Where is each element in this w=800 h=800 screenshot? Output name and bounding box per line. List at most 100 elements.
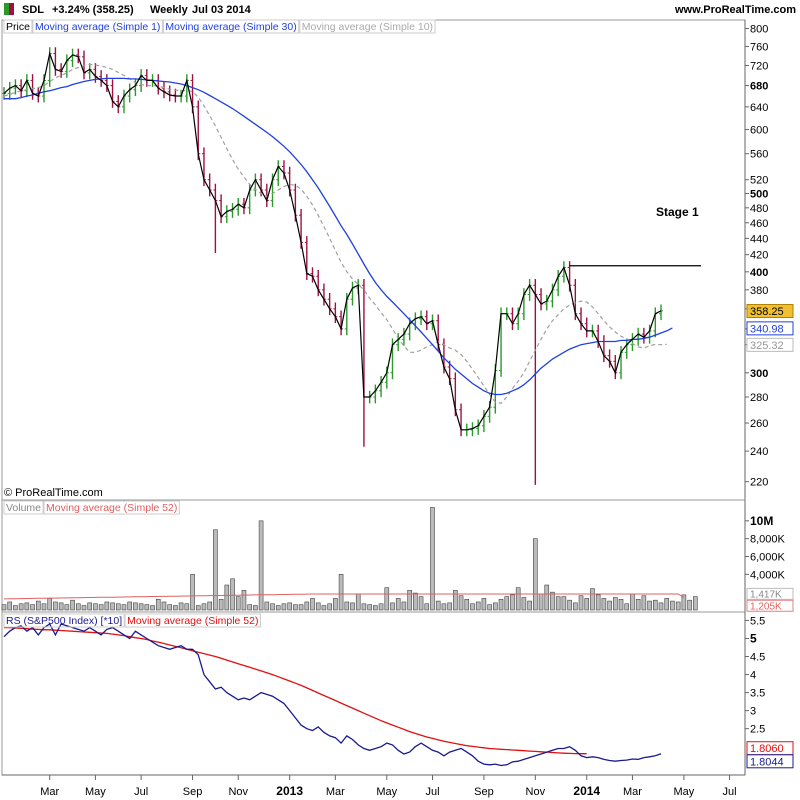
price-legend-item: Moving average (Simple 30) <box>165 21 296 33</box>
volume-legend-box <box>3 500 44 515</box>
price-y-tick-label: 260 <box>750 418 768 430</box>
price-y-tick-label: 760 <box>750 42 768 54</box>
price-y-tick-label: 400 <box>750 267 768 279</box>
price-y-tick-label: 800 <box>750 24 768 36</box>
price-y-tick-label: 680 <box>750 81 768 93</box>
volume-bar <box>24 602 30 611</box>
volume-bar <box>390 602 395 611</box>
rs-y-tick-label: 3.5 <box>750 688 765 700</box>
volume-bar <box>287 602 292 611</box>
price-y-tick-label: 640 <box>750 102 768 114</box>
volume-legend-item: Volume <box>6 502 41 514</box>
volume-bar <box>607 600 612 611</box>
volume-bar <box>647 600 652 611</box>
volume-axis-label-box <box>746 587 794 600</box>
volume-bar <box>195 605 201 611</box>
volume-legend-item: Moving average (Simple 52) <box>46 502 177 514</box>
volume-bar <box>355 593 361 611</box>
sma10-line <box>3 63 667 404</box>
volume-axis-label: 1,205K <box>750 601 782 612</box>
volume-bar <box>127 601 132 611</box>
volume-bar <box>441 603 447 611</box>
price-legend-item: Price <box>6 21 30 33</box>
chart-logo-icon <box>4 3 14 15</box>
volume-bar <box>430 507 435 611</box>
x-axis-label: Jul <box>425 786 439 798</box>
volume-bar <box>470 603 475 611</box>
price-y-tick-label: 380 <box>750 285 768 297</box>
price-y-tick-label: 720 <box>750 61 768 73</box>
volume-bar <box>18 603 24 611</box>
rs-line <box>3 623 662 767</box>
volume-y-tick-label: 10M <box>750 514 773 528</box>
volume-bar <box>464 598 470 611</box>
volume-bar <box>304 601 310 611</box>
volume-bar <box>293 604 298 611</box>
volume-bar <box>138 603 144 611</box>
volume-bar <box>87 602 92 611</box>
price-panel <box>1 19 746 501</box>
volume-bar <box>573 602 578 611</box>
stage-annotation: Stage 1 <box>656 205 699 219</box>
price-y-tick-label: 560 <box>750 149 768 161</box>
volume-bar <box>58 602 64 611</box>
volume-bar <box>658 602 664 611</box>
volume-bar <box>30 604 35 611</box>
volume-bar <box>447 602 452 611</box>
volume-bar <box>590 588 595 611</box>
x-axis-label: Jul <box>134 786 148 798</box>
volume-axis-label-box <box>746 599 794 612</box>
x-axis-label: Jul <box>723 786 737 798</box>
x-axis-label: 2013 <box>276 784 303 798</box>
volume-bar <box>550 591 555 611</box>
volume-bar <box>395 598 401 611</box>
volume-bar <box>47 598 53 611</box>
volume-bar <box>70 599 75 611</box>
volume-bar <box>281 603 287 611</box>
volume-bar <box>458 595 464 611</box>
x-axis-label: 2014 <box>573 784 600 798</box>
volume-bar <box>241 590 247 611</box>
volume-bar <box>258 520 264 611</box>
volume-bar <box>493 602 498 611</box>
volume-bar <box>184 603 190 611</box>
volume-ma-line <box>3 593 685 600</box>
price-change-label: +3.24% (358.25) <box>52 4 134 16</box>
volume-bar <box>350 602 355 611</box>
volume-bar <box>13 605 18 611</box>
x-axis-label: Mar <box>326 786 345 798</box>
rs-legend-box <box>124 613 261 628</box>
volume-legend-box <box>43 500 180 515</box>
volume-bar <box>75 603 81 611</box>
price-axis-label: 325.32 <box>750 340 784 352</box>
price-y-tick-label: 300 <box>750 368 768 380</box>
volume-bar <box>104 601 110 611</box>
volume-bar <box>384 587 390 611</box>
volume-bar <box>218 598 224 611</box>
volume-bar <box>664 598 670 611</box>
volume-bar <box>253 605 258 611</box>
volume-bar <box>435 600 441 611</box>
volume-bar <box>687 599 692 611</box>
volume-bar <box>178 602 184 611</box>
volume-bar <box>424 603 430 611</box>
x-axis-label: Mar <box>623 786 642 798</box>
volume-bar <box>230 578 235 611</box>
volume-bar <box>453 590 458 611</box>
rs-legend-item: Moving average (Simple 52) <box>127 615 258 627</box>
volume-bar <box>692 596 698 611</box>
volume-bar <box>378 603 384 611</box>
volume-bar <box>504 596 510 611</box>
price-y-tick-label: 240 <box>750 446 768 458</box>
volume-bar <box>321 605 327 611</box>
volume-bar <box>338 574 344 611</box>
price-axis-label-box <box>746 321 794 336</box>
volume-bar <box>201 603 207 611</box>
x-axis-label: Nov <box>526 786 546 798</box>
volume-bar <box>538 593 544 611</box>
symbol-label: SDL <box>22 4 44 16</box>
volume-bar <box>213 529 218 611</box>
rs-ma-line <box>4 626 587 755</box>
volume-bar <box>81 605 87 611</box>
price-y-tick-label: 600 <box>750 125 768 137</box>
